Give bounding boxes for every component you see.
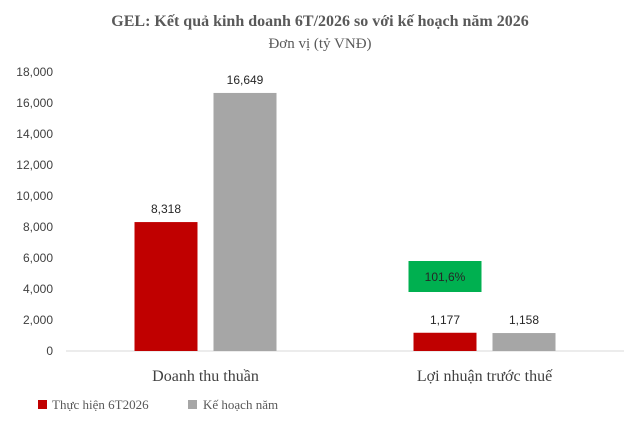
y-tick-label: 0 <box>46 344 53 358</box>
data-label: 16,649 <box>227 73 264 87</box>
annotation-badge <box>408 261 482 292</box>
y-tick-label: 8,000 <box>23 220 53 234</box>
y-tick-label: 4,000 <box>23 282 53 296</box>
bar <box>134 222 198 351</box>
bar <box>213 92 277 352</box>
bar <box>492 333 556 351</box>
annotation-text: 101,6% <box>425 270 466 284</box>
chart-subtitle: Đơn vị (tỷ VNĐ) <box>268 36 371 52</box>
y-tick-label: 12,000 <box>16 158 53 172</box>
y-tick-label: 16,000 <box>16 96 53 110</box>
data-label: 1,177 <box>430 313 460 327</box>
y-tick-label: 6,000 <box>23 251 53 265</box>
chart-title: GEL: Kết quả kinh doanh 6T/2026 so với k… <box>111 13 528 30</box>
y-tick-label: 18,000 <box>16 65 53 79</box>
category-label: Lợi nhuận trước thuế <box>417 368 553 385</box>
legend-label: Thực hiện 6T2026 <box>52 397 149 412</box>
y-tick-label: 14,000 <box>16 127 53 141</box>
legend-label: Kế hoạch năm <box>203 397 278 412</box>
data-label: 1,158 <box>509 313 539 327</box>
legend-swatch <box>188 400 197 409</box>
data-label: 8,318 <box>151 202 181 216</box>
y-tick-label: 10,000 <box>16 189 53 203</box>
legend-swatch <box>38 400 47 409</box>
bar <box>413 332 477 351</box>
category-label: Doanh thu thuần <box>152 368 259 385</box>
y-tick-label: 2,000 <box>23 313 53 327</box>
